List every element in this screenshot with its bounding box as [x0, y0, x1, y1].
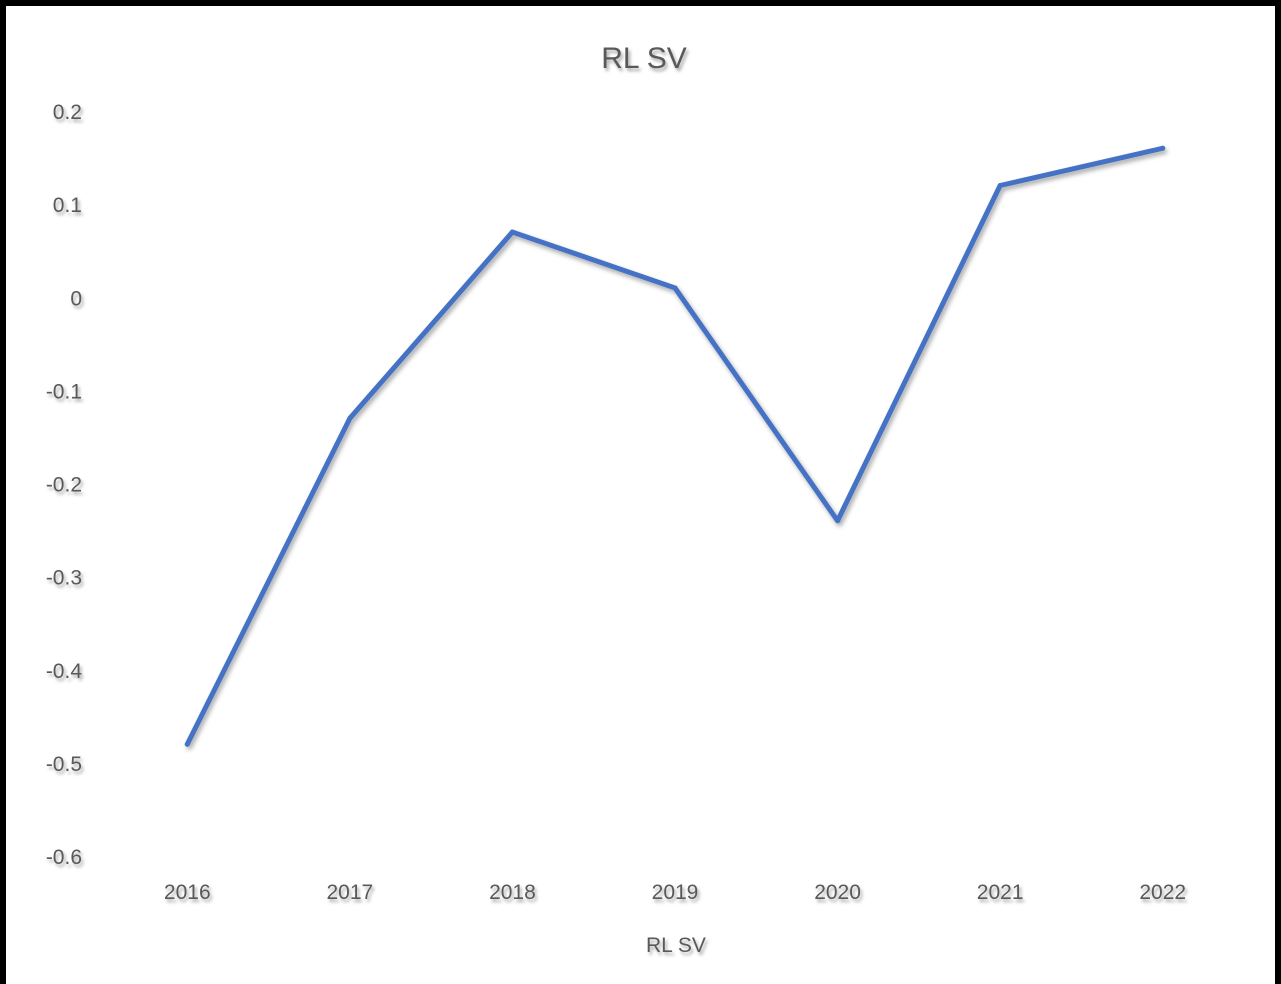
- gridlines: [106, 110, 1244, 857]
- y-tick-label: 0.2: [53, 101, 82, 124]
- chart-title: RL SV: [601, 42, 687, 75]
- data-point: [835, 518, 841, 524]
- data-point: [509, 229, 515, 235]
- x-tick-label: 2019: [652, 881, 699, 904]
- data-point: [184, 741, 190, 747]
- legend: RL SV: [594, 934, 706, 957]
- y-tick-label: 0: [70, 287, 82, 310]
- y-tick-label: -0.3: [46, 567, 82, 590]
- x-tick-label: 2017: [326, 881, 373, 904]
- y-tick-label: -0.5: [46, 753, 82, 776]
- data-point: [672, 285, 678, 291]
- y-tick-label: -0.2: [46, 474, 82, 497]
- x-tick-label: 2022: [1139, 881, 1186, 904]
- x-tick-label: 2018: [489, 881, 536, 904]
- y-tick-label: 0.1: [53, 194, 82, 217]
- data-point: [347, 415, 353, 421]
- series-line-0: [184, 145, 1166, 747]
- y-tick-label: -0.1: [46, 380, 82, 403]
- y-axis-ticks: 0.2 0.1 0 -0.1 -0.2 -0.3 -0.4 -0.5 -0.6: [46, 101, 83, 869]
- legend-label: RL SV: [646, 934, 706, 957]
- series-layer: [184, 145, 1166, 747]
- x-tick-label: 2021: [977, 881, 1024, 904]
- x-axis-ticks: 2016 2017 2018 2019 2020 2021 2022: [164, 881, 1186, 904]
- data-point: [1160, 145, 1166, 151]
- y-tick-label: -0.4: [46, 660, 83, 683]
- x-tick-label: 2016: [164, 881, 211, 904]
- y-tick-label: -0.6: [46, 846, 82, 869]
- x-tick-label: 2020: [814, 881, 861, 904]
- data-point: [997, 183, 1003, 188]
